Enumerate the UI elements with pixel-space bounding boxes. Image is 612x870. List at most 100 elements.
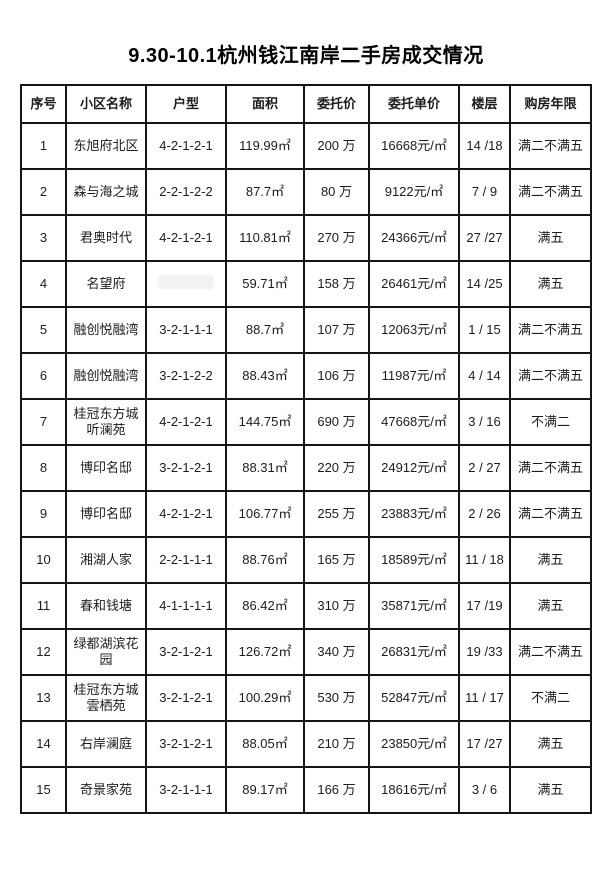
table-cell: 3 [20,214,67,262]
table-row: 6 融创悦融湾 3-2-1-2-2 88.43㎡ 106 万 11987元/㎡ 4 / 14… [20,352,592,400]
table-cell: 165 万 [303,536,370,584]
table-row: 10 湘湖人家 2-2-1-1-1 88.76㎡ 165 万 18589元/㎡ 11 / 1… [20,536,592,584]
table-cell: 107 万 [303,306,370,354]
table-cell: 35871元/㎡ [368,582,460,630]
table-cell: 310 万 [303,582,370,630]
table-cell: 1 / 15 [458,306,511,354]
table-cell: 满二不满五 [509,444,592,492]
column-header: 购房年限 [509,84,592,124]
table-cell: 桂冠东方城雲栖苑 [65,674,147,722]
table-cell: 博印名邸 [65,444,147,492]
table-cell: 14 /25 [458,260,511,308]
table-cell: 166 万 [303,766,370,814]
table-row: 2 森与海之城 2-2-1-2-2 87.7㎡ 80 万 9122元/㎡ 7 / 9 满二不满… [20,168,592,216]
table-cell: 23883元/㎡ [368,490,460,538]
table-cell: 满五 [509,720,592,768]
table-cell: 3-2-1-2-1 [145,628,227,676]
table-cell: 126.72㎡ [225,628,305,676]
table-cell: 7 / 9 [458,168,511,216]
table-cell: 47668元/㎡ [368,398,460,446]
table-cell: 52847元/㎡ [368,674,460,722]
table-cell: 88.31㎡ [225,444,305,492]
table-row: 11 春和钱塘 4-1-1-1-1 86.42㎡ 310 万 35871元/㎡ 17 /19… [20,582,592,630]
table-cell: 24366元/㎡ [368,214,460,262]
table-cell: 200 万 [303,122,370,170]
table-cell: 满二不满五 [509,628,592,676]
table-cell: 4-2-1-2-1 [145,490,227,538]
table-cell: 11 / 18 [458,536,511,584]
table-cell: 106.77㎡ [225,490,305,538]
table-cell: 255 万 [303,490,370,538]
table-cell: 12 [20,628,67,676]
table-cell: 11 [20,582,67,630]
table-row: 4 名望府 59.71㎡ 158 万 26461元/㎡ 14 /25 满五 [20,260,592,308]
table-cell: 右岸澜庭 [65,720,147,768]
table-cell [145,260,227,308]
table-cell: 春和钱塘 [65,582,147,630]
table-cell: 桂冠东方城听澜苑 [65,398,147,446]
table-cell: 87.7㎡ [225,168,305,216]
table-cell: 18616元/㎡ [368,766,460,814]
table-row: 13 桂冠东方城雲栖苑 3-2-1-2-1 100.29㎡ 530 万 52847元/㎡ 1… [20,674,592,722]
table-cell: 12063元/㎡ [368,306,460,354]
table-cell: 11987元/㎡ [368,352,460,400]
table-cell: 满五 [509,260,592,308]
table-cell: 4-1-1-1-1 [145,582,227,630]
table-row: 3 君奥时代 4-2-1-2-1 110.81㎡ 270 万 24366元/㎡ 27 /27… [20,214,592,262]
table-cell: 80 万 [303,168,370,216]
column-header: 序号 [20,84,67,124]
table-cell: 158 万 [303,260,370,308]
table-cell: 13 [20,674,67,722]
table-cell: 融创悦融湾 [65,352,147,400]
table-cell: 君奥时代 [65,214,147,262]
column-header: 委托价 [303,84,370,124]
table-cell: 340 万 [303,628,370,676]
table-cell: 530 万 [303,674,370,722]
page-title: 9.30-10.1杭州钱江南岸二手房成交情况 [128,45,484,67]
table-cell: 690 万 [303,398,370,446]
table-cell: 16668元/㎡ [368,122,460,170]
table-cell: 4 [20,260,67,308]
column-header: 楼层 [458,84,511,124]
table-cell: 满五 [509,536,592,584]
transactions-table: 序号 小区名称 户型 面积 委托价 委托单价 楼层 购房年限 1 东旭府北区 4-2-1-2-1 1… [20,84,592,814]
table-cell: 11 / 17 [458,674,511,722]
table-cell: 4-2-1-2-1 [145,214,227,262]
table-cell: 1 [20,122,67,170]
table-cell: 3-2-1-1-1 [145,306,227,354]
table-cell: 奇景家苑 [65,766,147,814]
table-cell: 23850元/㎡ [368,720,460,768]
table-cell: 满二不满五 [509,168,592,216]
table-cell: 26831元/㎡ [368,628,460,676]
table-cell: 17 /19 [458,582,511,630]
table-cell: 3-2-1-2-1 [145,674,227,722]
table-cell: 满二不满五 [509,352,592,400]
table-cell: 2 [20,168,67,216]
table-cell: 26461元/㎡ [368,260,460,308]
table-cell: 14 /18 [458,122,511,170]
table-cell: 3-2-1-2-1 [145,720,227,768]
table-cell: 14 [20,720,67,768]
table-row: 14 右岸澜庭 3-2-1-2-1 88.05㎡ 210 万 23850元/㎡ 17 /27… [20,720,592,768]
table-cell: 7 [20,398,67,446]
table-cell: 满二不满五 [509,490,592,538]
table-cell: 绿都湖滨花园 [65,628,147,676]
table-row: 12 绿都湖滨花园 3-2-1-2-1 126.72㎡ 340 万 26831元/㎡ 19 … [20,628,592,676]
redacted-blur [158,274,214,289]
table-cell: 4 / 14 [458,352,511,400]
table-cell: 3-2-1-2-1 [145,444,227,492]
table-row: 9 博印名邸 4-2-1-2-1 106.77㎡ 255 万 23883元/㎡ 2 / 26… [20,490,592,538]
table-cell: 2-2-1-2-2 [145,168,227,216]
table-cell: 满五 [509,214,592,262]
table-cell: 106 万 [303,352,370,400]
header-row: 序号 小区名称 户型 面积 委托价 委托单价 楼层 购房年限 [20,84,592,124]
table-cell: 3-2-1-2-2 [145,352,227,400]
table-cell: 86.42㎡ [225,582,305,630]
table-cell: 5 [20,306,67,354]
table-cell: 不满二 [509,398,592,446]
table-row: 5 融创悦融湾 3-2-1-1-1 88.7㎡ 107 万 12063元/㎡ 1 / 15 满… [20,306,592,354]
table-cell: 88.43㎡ [225,352,305,400]
table-cell: 满五 [509,582,592,630]
table-cell: 4-2-1-2-1 [145,122,227,170]
